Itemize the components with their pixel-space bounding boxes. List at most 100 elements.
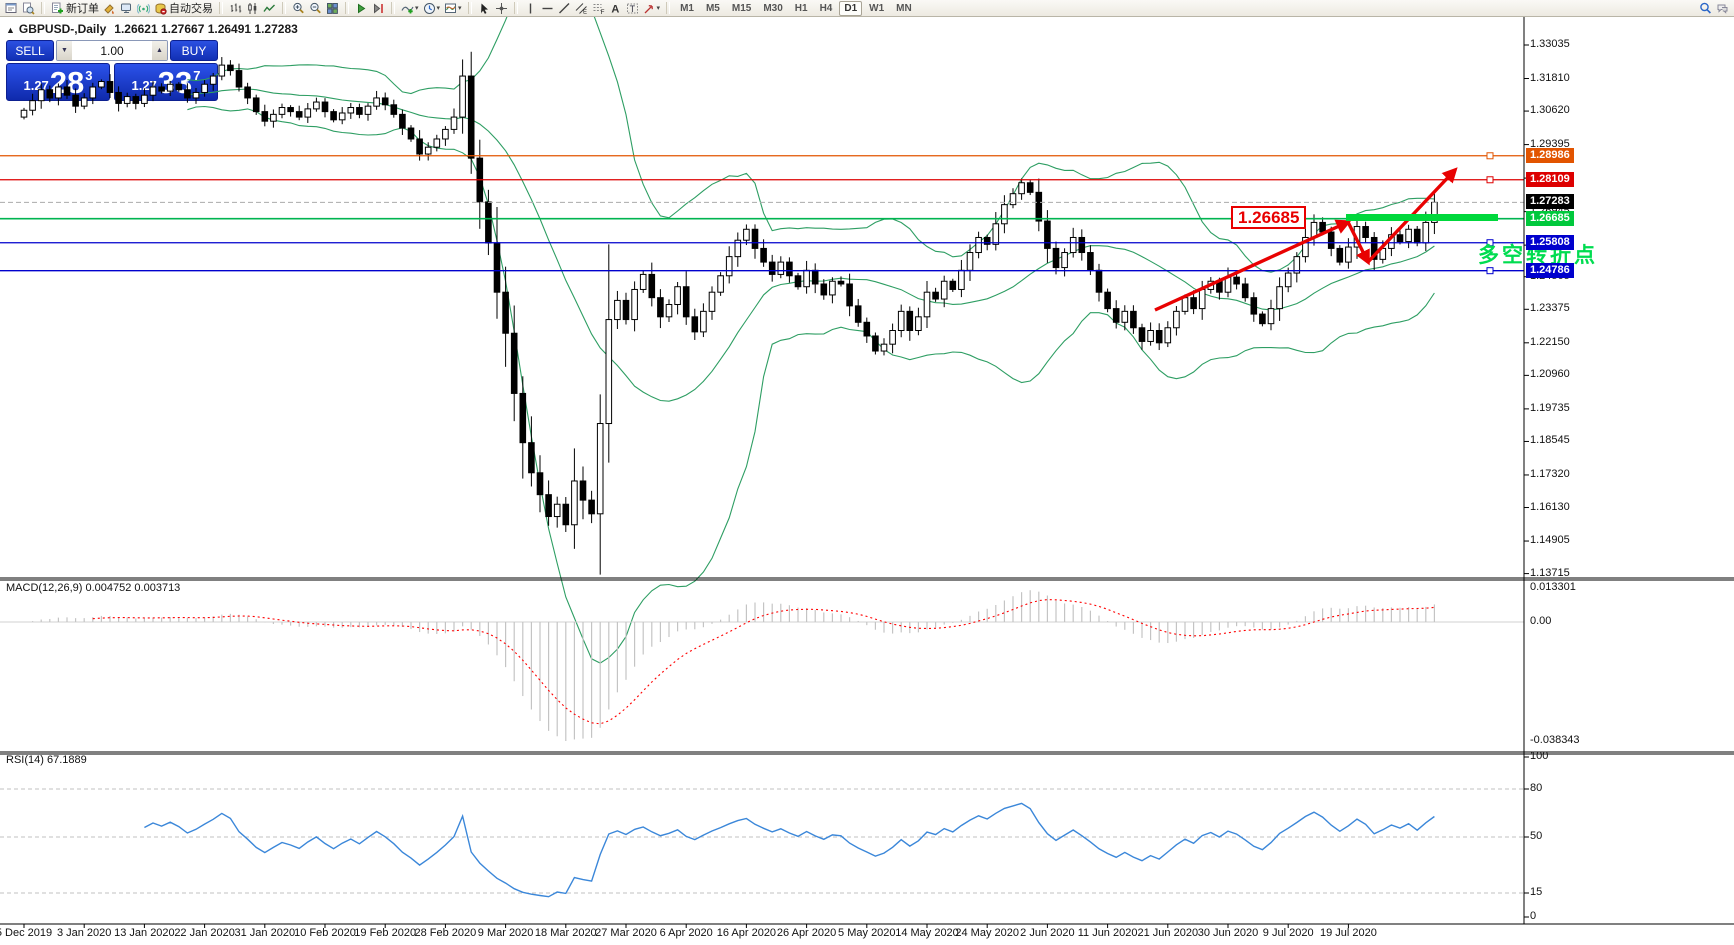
svg-text:T: T bbox=[629, 4, 635, 14]
price-label-1.24786: 1.24786 bbox=[1526, 262, 1574, 278]
candle-body bbox=[115, 91, 122, 104]
text-label-button[interactable]: T bbox=[624, 1, 641, 16]
timeframe-h4-button[interactable]: H4 bbox=[819, 2, 833, 14]
new-order-button[interactable]: 新订单 bbox=[49, 1, 101, 16]
auto-scroll-button[interactable] bbox=[353, 1, 370, 16]
rsi-axis-100: 100 bbox=[1530, 750, 1549, 762]
time-axis-label: 22 Jan 2020 bbox=[174, 927, 235, 939]
volume-increase-icon[interactable]: ▲ bbox=[152, 41, 167, 60]
chart-plot-area[interactable] bbox=[0, 17, 1734, 945]
text-icon: A bbox=[609, 2, 622, 15]
trendline-button[interactable] bbox=[556, 1, 573, 16]
candle-body bbox=[932, 291, 939, 300]
buy-price-box[interactable]: 1.27 33 7 bbox=[114, 63, 218, 101]
candlestick-chart-button[interactable] bbox=[244, 1, 261, 16]
timeframe-w1-button[interactable]: W1 bbox=[869, 2, 885, 14]
volume-decrease-icon[interactable]: ▼ bbox=[57, 41, 72, 60]
horizontal-line-button[interactable] bbox=[539, 1, 556, 16]
timeframe-m1-button[interactable]: M1 bbox=[680, 2, 694, 14]
trend-arrow[interactable] bbox=[1154, 219, 1352, 312]
zoom-out-button[interactable] bbox=[307, 1, 324, 16]
volume-stepper[interactable]: ▼ 1.00 ▲ bbox=[56, 40, 168, 61]
candle-body bbox=[906, 310, 914, 332]
svg-text:F: F bbox=[600, 9, 604, 15]
timeframe-d1-button[interactable]: D1 bbox=[839, 0, 863, 16]
candle-body bbox=[811, 269, 819, 285]
candle-body bbox=[141, 94, 148, 104]
tile-windows-button[interactable] bbox=[324, 1, 341, 16]
chat-button[interactable] bbox=[1714, 1, 1731, 16]
cursor-button[interactable] bbox=[476, 1, 493, 16]
vertical-line-button[interactable] bbox=[522, 1, 539, 16]
chevron-down-icon[interactable]: ▾ bbox=[458, 5, 462, 12]
symbol-period-label: GBPUSD-,Daily bbox=[18, 22, 107, 36]
signals-button[interactable] bbox=[135, 1, 152, 16]
price-tick-1.19735: 1.19735 bbox=[1530, 401, 1570, 414]
candle-body bbox=[399, 113, 406, 129]
buy-button[interactable]: BUY bbox=[170, 40, 218, 61]
terminal-button[interactable] bbox=[118, 1, 135, 16]
candle-body bbox=[872, 335, 879, 352]
autotrading-button[interactable]: 自动交易 bbox=[152, 1, 215, 16]
charts-window-button[interactable] bbox=[3, 1, 20, 16]
sell-button[interactable]: SELL bbox=[6, 40, 54, 61]
zoom-in-icon bbox=[292, 2, 305, 15]
candle-body bbox=[751, 228, 759, 249]
candle-body bbox=[725, 256, 733, 277]
timeframe-m30-button[interactable]: M30 bbox=[763, 2, 783, 14]
styler-icon bbox=[103, 2, 116, 15]
candle-body bbox=[760, 247, 767, 263]
line-handle[interactable] bbox=[1486, 176, 1494, 184]
tile-windows-icon bbox=[326, 2, 339, 15]
data-preview-button[interactable] bbox=[20, 1, 37, 16]
line-handle[interactable] bbox=[1486, 152, 1494, 160]
price-tick-1.23375: 1.23375 bbox=[1530, 302, 1570, 315]
zoom-in-button[interactable] bbox=[290, 1, 307, 16]
candle-body bbox=[244, 86, 251, 99]
timeframe-m15-button[interactable]: M15 bbox=[731, 2, 752, 14]
macd-label: MACD(12,26,9) 0.004752 0.003713 bbox=[6, 582, 181, 594]
turning-point-note[interactable]: 多空转折点 bbox=[1478, 244, 1598, 267]
candle-body bbox=[1276, 286, 1283, 310]
macd-signal-line bbox=[92, 599, 1435, 725]
candle-body bbox=[356, 107, 363, 115]
autotrading-icon bbox=[154, 2, 167, 15]
fibonacci-button[interactable]: F bbox=[590, 1, 607, 16]
chart-shift-button[interactable] bbox=[370, 1, 387, 16]
timeframe-h1-button[interactable]: H1 bbox=[794, 2, 808, 14]
candle-body bbox=[218, 64, 226, 77]
line-handle[interactable] bbox=[1486, 267, 1494, 275]
candle-body bbox=[184, 89, 191, 99]
price-callout-box[interactable]: 1.26685 bbox=[1231, 206, 1307, 229]
bar-chart-button[interactable] bbox=[227, 1, 244, 16]
candlestick-chart-icon bbox=[246, 2, 259, 15]
chevron-down-icon[interactable]: ▾ bbox=[415, 5, 419, 12]
chevron-down-icon[interactable]: ▾ bbox=[436, 5, 441, 12]
candle-body bbox=[261, 111, 269, 122]
equidistant-channel-button[interactable]: E bbox=[573, 1, 590, 16]
timeframe-mn-button[interactable]: MN bbox=[896, 2, 912, 14]
trend-arrow[interactable] bbox=[1346, 221, 1370, 266]
fibonacci-icon: F bbox=[592, 2, 605, 15]
line-chart-button[interactable] bbox=[261, 1, 278, 16]
candle-body bbox=[209, 75, 217, 85]
rsi-value: 67.1889 bbox=[46, 754, 87, 766]
candle-body bbox=[1018, 182, 1025, 195]
search-button[interactable] bbox=[1697, 1, 1714, 16]
chevron-down-icon[interactable]: ▾ bbox=[656, 5, 661, 12]
candle-body bbox=[364, 105, 372, 115]
crosshair-button[interactable] bbox=[493, 1, 510, 16]
new-order-label: 新订单 bbox=[66, 3, 99, 15]
volume-value[interactable]: 1.00 bbox=[100, 43, 124, 58]
template-button[interactable]: ▾ bbox=[442, 1, 464, 16]
time-axis-label: 6 Apr 2020 bbox=[659, 927, 713, 939]
line-handle[interactable] bbox=[1486, 239, 1494, 247]
styler-button[interactable] bbox=[101, 1, 118, 16]
support-highlight-bar[interactable] bbox=[1346, 214, 1498, 221]
timeframe-m5-button[interactable]: M5 bbox=[705, 2, 720, 14]
periods-button[interactable]: ▾ bbox=[421, 1, 443, 16]
time-axis-label: 11 Jun 2020 bbox=[1077, 927, 1138, 939]
indicators-button[interactable]: ▾ bbox=[399, 1, 421, 16]
arrows-button[interactable]: ▾ bbox=[641, 1, 663, 16]
text-button[interactable]: A bbox=[607, 1, 624, 16]
